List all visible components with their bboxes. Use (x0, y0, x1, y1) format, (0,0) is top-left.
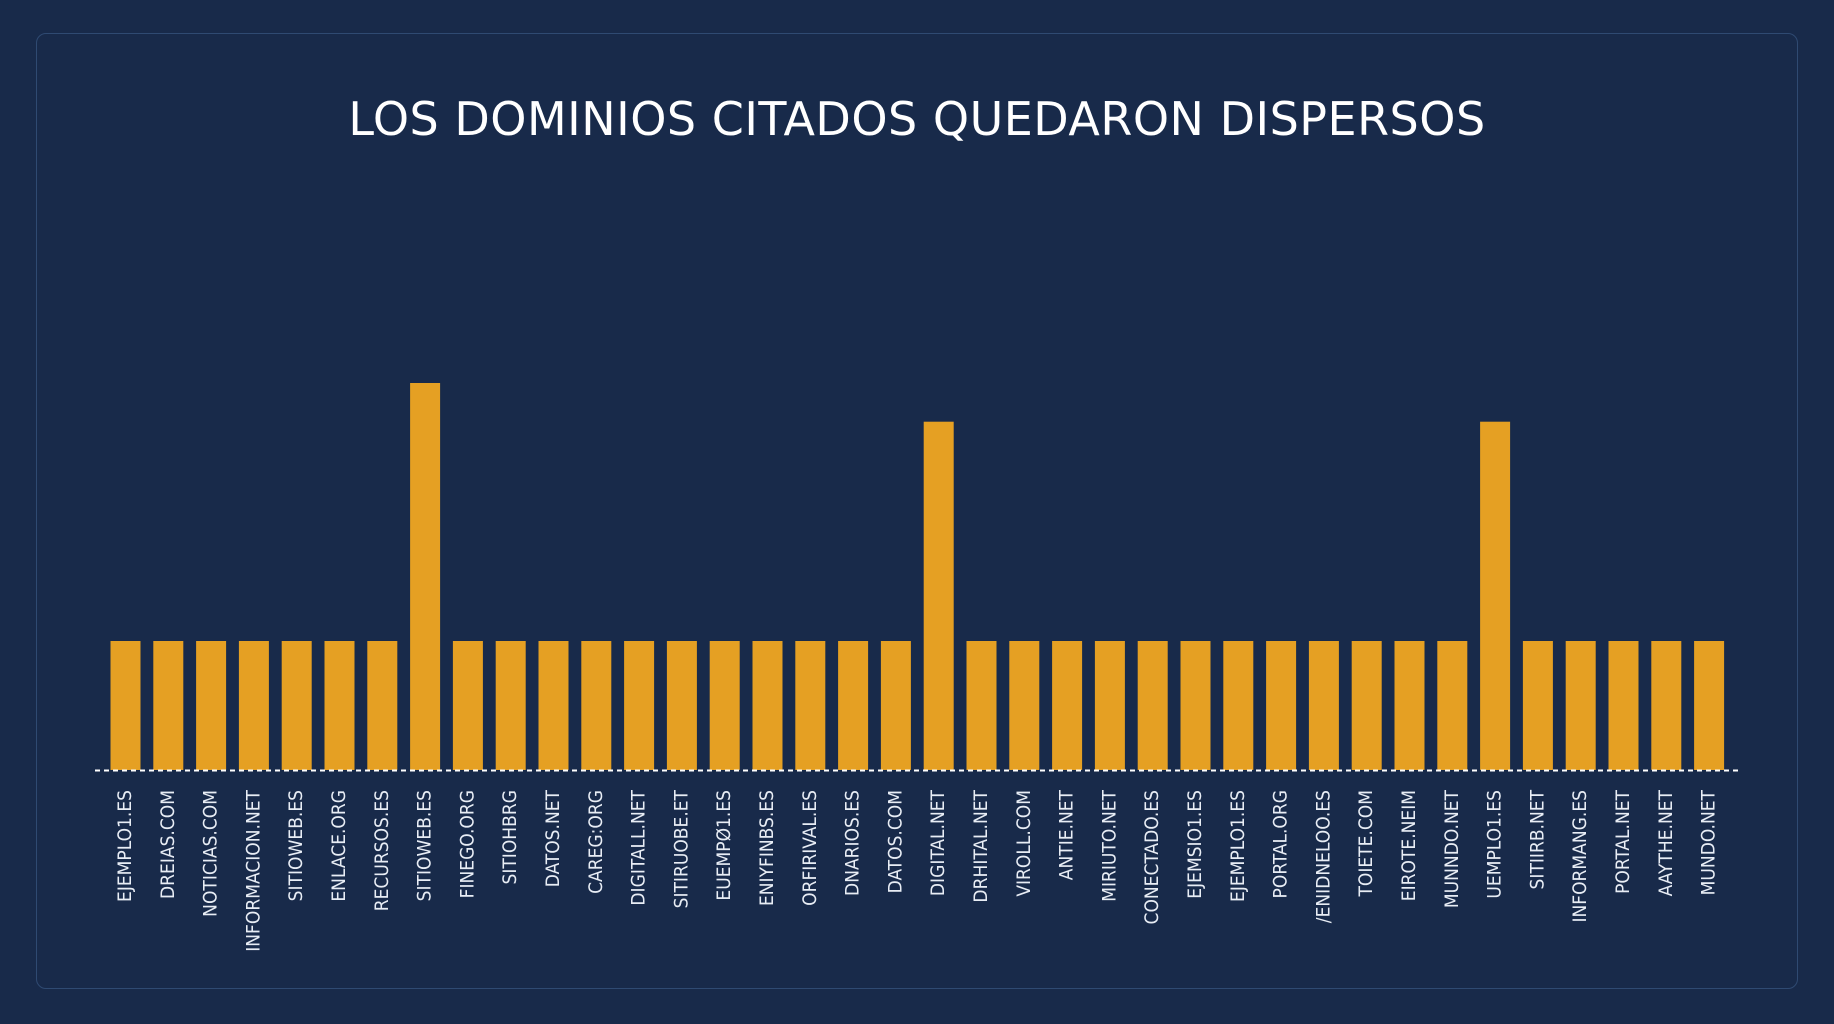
bar-34 (1522, 641, 1553, 770)
x-tick-label-16: ENIYFINBS.ES (756, 790, 778, 906)
bar-8 (410, 383, 441, 770)
x-tick-label-34: SITIIRB.NET (1526, 789, 1548, 889)
bar-37 (1651, 641, 1682, 770)
bar-31 (1394, 641, 1425, 770)
x-tick-label-25: CONECTADO.ES (1141, 790, 1163, 925)
x-tick-label-2: DREIAS.COM (157, 790, 179, 899)
bar-3 (196, 641, 227, 770)
bar-22 (1009, 641, 1040, 770)
x-tick-label-13: DIGITALL.NET (628, 789, 650, 905)
bar-36 (1608, 641, 1639, 770)
x-tick-label-26: EJEMSIO1.ES (1184, 790, 1206, 899)
x-tick-label-37: AAYTHE.NET (1655, 789, 1677, 896)
x-tick-label-20: DIGITAL.NET (927, 789, 949, 896)
x-tick-label-1: EJEMPLO1.ES (114, 790, 136, 902)
x-tick-label-27: EJEMPLO1.ES (1227, 790, 1249, 902)
x-tick-labels: EJEMPLO1.ES DREIAS.COM NOTICIAS.COM INFORMA… (114, 789, 1720, 951)
bar-13 (624, 641, 655, 770)
x-tick-label-15: EUEMPØ1.ES (713, 790, 735, 901)
bar-6 (324, 641, 355, 770)
bar-24 (1094, 641, 1125, 770)
x-tick-label-21: DRHITAL.NET (970, 789, 992, 902)
chart-title: LOS DOMINIOS CITADOS QUEDARON DISPERSOS (348, 92, 1486, 146)
bar-18 (838, 641, 869, 770)
x-tick-label-19: DATOS.COM (884, 790, 906, 893)
x-tick-label-6: ENLACE.ORG (328, 790, 350, 902)
bar-33 (1480, 421, 1511, 770)
bar-21 (966, 641, 997, 770)
bar-27 (1223, 641, 1254, 770)
bar-28 (1266, 641, 1297, 770)
x-tick-label-36: PORTAL.NET (1612, 789, 1634, 893)
bar-16 (752, 641, 783, 770)
bar-2 (153, 641, 184, 770)
x-tick-label-17: ORFIRIVAL.ES (799, 790, 821, 906)
x-tick-label-3: NOTICIAS.COM (200, 790, 222, 917)
chart-panel (36, 33, 1798, 989)
bar-38 (1694, 641, 1725, 770)
x-tick-label-35: INFORMANG.ES (1569, 790, 1591, 923)
x-tick-label-33: UEMPLO1.ES (1484, 790, 1506, 899)
bar-25 (1137, 641, 1168, 770)
bar-35 (1565, 641, 1596, 770)
bar-29 (1308, 641, 1339, 770)
bar-7 (367, 641, 398, 770)
x-tick-label-18: DNARIOS.ES (842, 790, 864, 896)
bar-23 (1052, 641, 1083, 770)
bar-20 (923, 421, 954, 770)
x-tick-label-38: MUNDO.NET (1698, 789, 1720, 895)
bar-11 (538, 641, 569, 770)
bar-12 (581, 641, 612, 770)
x-tick-label-32: MUNNDO.NET (1441, 789, 1463, 908)
bar-9 (452, 641, 483, 770)
x-tick-label-8: SITIOWEB.ES (414, 790, 436, 901)
bar-5 (281, 641, 312, 770)
x-tick-label-23: ANTIE.NET (1056, 789, 1078, 880)
x-tick-label-10: SITIOHBRG (499, 790, 521, 885)
x-tick-label-12: CAREG:ORG (585, 790, 607, 894)
x-tick-label-29: /ENIDNELOO.ES (1312, 790, 1334, 923)
bar-1 (110, 641, 141, 770)
x-tick-label-24: MIRIUTO.NET (1098, 789, 1120, 901)
bar-32 (1437, 641, 1468, 770)
bar-17 (795, 641, 826, 770)
bar-26 (1180, 641, 1211, 770)
x-tick-label-9: FINEGO.ORG (456, 790, 478, 898)
x-tick-label-22: VIROLL.COM (1013, 790, 1035, 897)
bar-30 (1351, 641, 1382, 770)
x-tick-label-11: DATOS.NET (542, 789, 564, 887)
bar-19 (880, 641, 911, 770)
bar-10 (495, 641, 526, 770)
x-tick-label-7: RECURSOS.ES (371, 790, 393, 911)
x-tick-label-30: TOIETE.COM (1355, 790, 1377, 898)
x-tick-label-14: SITIRUOBE.ET (670, 789, 692, 908)
bars-group (110, 383, 1725, 770)
x-tick-label-4: INFORMACION.NET (242, 789, 264, 951)
x-tick-label-28: PORTAL.ORG (1270, 790, 1292, 898)
bar-14 (666, 641, 697, 770)
bar-4 (238, 641, 269, 770)
bar-15 (709, 641, 740, 770)
x-tick-label-5: SITIOWEB.ES (285, 790, 307, 901)
x-tick-label-31: EIROTE.NEIM (1398, 790, 1420, 901)
